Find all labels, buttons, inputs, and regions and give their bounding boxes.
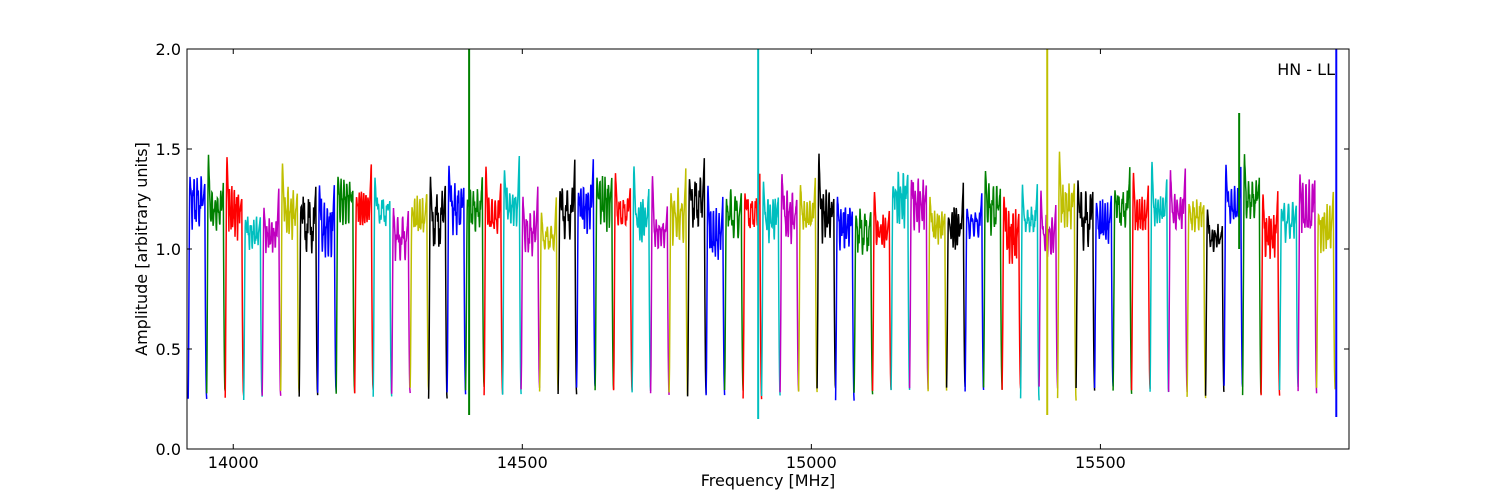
series-line [316, 185, 337, 393]
series-line [575, 159, 596, 388]
series-line [760, 181, 781, 397]
series-line [1241, 154, 1262, 396]
series-line [1038, 190, 1059, 389]
series-line [668, 168, 689, 396]
y-tick-label: 0.0 [156, 440, 181, 459]
series-line [557, 159, 578, 395]
series-line [483, 166, 504, 396]
series-line [705, 185, 726, 396]
series-line [1019, 184, 1040, 401]
series-line [353, 164, 374, 394]
series-line [797, 177, 818, 393]
series-line [649, 176, 670, 395]
series-line [1075, 180, 1096, 391]
series-line [1056, 151, 1077, 401]
series-line [372, 177, 393, 397]
annotation-label: HN - LL [1277, 60, 1335, 79]
series-line [205, 154, 226, 394]
plot-background [187, 49, 1349, 449]
y-axis-label: Amplitude [arbitrary units] [132, 142, 151, 356]
plot-area: 14000 14500 15000 15500 0.0 0.5 1.0 1.5 2.0 HN -… [156, 40, 1350, 472]
series-line [1167, 168, 1188, 393]
series-line [1001, 196, 1022, 390]
y-tick-label: 0.5 [156, 340, 181, 359]
series-line [409, 194, 430, 390]
series-line [1093, 195, 1114, 389]
series-line [1297, 174, 1318, 394]
series-line [520, 186, 541, 390]
series-line [1149, 161, 1170, 393]
x-tick-label: 14500 [497, 453, 548, 472]
series-line [187, 176, 208, 399]
series-line [501, 155, 522, 395]
series-line [1315, 191, 1336, 390]
series-line [908, 178, 929, 390]
series-line [816, 153, 837, 389]
series-line [335, 176, 356, 394]
series-line [279, 163, 300, 394]
series-line [242, 216, 263, 401]
series-line [594, 175, 615, 391]
y-tick-label: 1.5 [156, 140, 181, 159]
series-line [538, 197, 559, 392]
series-line [834, 196, 855, 401]
series-line [1260, 191, 1281, 396]
series-line [612, 173, 633, 391]
series-line [964, 193, 985, 392]
series-line [779, 174, 800, 393]
series-line [390, 207, 411, 394]
series-line [1186, 199, 1207, 399]
x-tick-label: 15000 [786, 453, 837, 472]
x-tick-label: 15500 [1075, 453, 1126, 472]
series-line [298, 186, 319, 397]
series-line [224, 157, 245, 398]
series-line [1130, 172, 1151, 391]
y-tick-label: 1.0 [156, 240, 181, 259]
series-line [927, 196, 948, 392]
series-line [723, 189, 744, 391]
series-line [853, 208, 874, 395]
series-line [446, 165, 467, 395]
x-tick-label: 14000 [208, 453, 259, 472]
x-axis-label: Frequency [MHz] [701, 471, 835, 490]
ticks-layer: 14000 14500 15000 15500 0.0 0.5 1.0 1.5 2.0 [156, 40, 1349, 472]
series-line [1112, 167, 1133, 394]
series-line [427, 176, 448, 399]
series-line [1278, 201, 1299, 391]
series-line [1204, 209, 1225, 396]
series-line [261, 188, 282, 396]
series-layer [187, 49, 1338, 419]
series-line [871, 191, 892, 391]
y-tick-label: 2.0 [156, 40, 181, 59]
series-line [945, 182, 966, 388]
series-line [890, 171, 911, 391]
series-line [631, 166, 652, 393]
series-line [982, 170, 1003, 390]
series-line [686, 158, 707, 397]
